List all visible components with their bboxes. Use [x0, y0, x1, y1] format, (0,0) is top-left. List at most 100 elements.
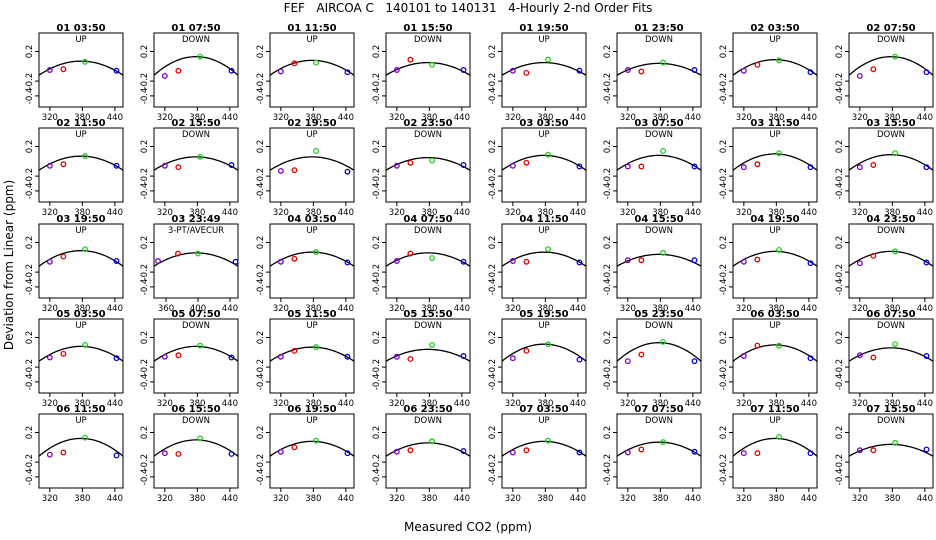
- data-point: [660, 439, 667, 446]
- data-point: [161, 72, 168, 79]
- y-tick-label: -0.2: [25, 454, 35, 471]
- data-point: [923, 259, 930, 266]
- data-point: [197, 53, 204, 60]
- panel-title: 04 11:50: [519, 214, 568, 225]
- panel-frame: [732, 318, 818, 394]
- y-tick-label: -0.2: [256, 264, 266, 281]
- data-point: [460, 353, 467, 359]
- fit-curve: [848, 56, 934, 76]
- panel-title: 03 23:49: [171, 214, 220, 225]
- y-tick-label: -0.2: [603, 168, 613, 185]
- panel-frame: [616, 127, 702, 203]
- data-point: [776, 433, 783, 440]
- y-tick-label: -0.4: [25, 183, 35, 200]
- y-tick-label: 0.2: [603, 236, 613, 250]
- data-point: [407, 447, 414, 454]
- data-point: [892, 439, 899, 446]
- panel-label: DOWN: [877, 35, 905, 45]
- data-point: [161, 162, 168, 169]
- x-tick-label: 380: [537, 113, 553, 123]
- panel-title: 01 19:50: [519, 23, 568, 34]
- panel-frame: [38, 413, 124, 489]
- panel-label: UP: [538, 321, 549, 331]
- x-tick-label: 320: [505, 113, 521, 123]
- panel-frame: [848, 413, 934, 489]
- data-point: [313, 344, 320, 351]
- panel-title: 03 07:50: [634, 118, 683, 129]
- data-point: [776, 57, 783, 64]
- panel-label: DOWN: [645, 226, 673, 236]
- y-tick-label: -0.2: [256, 73, 266, 90]
- x-tick-label: 320: [42, 494, 58, 504]
- y-tick-label: 0.2: [256, 45, 266, 59]
- panel-title: 07 07:50: [634, 404, 683, 415]
- data-point: [228, 354, 235, 361]
- panel-label: DOWN: [877, 321, 905, 331]
- x-tick-label: 380: [189, 113, 205, 123]
- data-point: [754, 342, 761, 349]
- data-point: [161, 353, 168, 360]
- x-tick-label: 440: [685, 304, 701, 314]
- x-tick-label: 400: [190, 304, 206, 314]
- data-point: [691, 67, 698, 73]
- data-point: [175, 67, 182, 74]
- data-point: [691, 257, 698, 264]
- x-tick-label: 440: [685, 399, 701, 409]
- data-point: [754, 450, 761, 457]
- x-tick-label: 380: [652, 399, 668, 409]
- y-tick-label: -0.4: [372, 374, 382, 391]
- data-point: [277, 353, 284, 360]
- panel-frame: [38, 223, 124, 299]
- y-tick-label: 0.2: [488, 140, 498, 154]
- x-tick-label: 320: [389, 208, 405, 218]
- x-tick-label: 320: [852, 304, 868, 314]
- panel-frame: [501, 318, 587, 394]
- y-tick-label: -0.2: [256, 454, 266, 471]
- panel-title: 03 15:50: [866, 118, 915, 129]
- fit-curve: [848, 153, 934, 171]
- data-point: [624, 358, 631, 365]
- x-tick-label: 380: [768, 399, 784, 409]
- x-tick-label: 380: [305, 494, 321, 504]
- x-tick-label: 440: [685, 208, 701, 218]
- data-point: [429, 61, 436, 68]
- data-point: [277, 68, 284, 75]
- data-point: [523, 258, 530, 265]
- data-point: [429, 157, 436, 164]
- data-point: [197, 153, 204, 160]
- x-tick-label: 320: [389, 494, 405, 504]
- panel-title: 06 11:50: [56, 404, 105, 415]
- data-point: [754, 61, 761, 68]
- x-tick-label: 320: [505, 208, 521, 218]
- x-tick-label: 440: [107, 494, 123, 504]
- x-tick-label: 320: [620, 113, 636, 123]
- x-tick-label: 440: [570, 494, 586, 504]
- panel-frame: [732, 413, 818, 489]
- panel-frame: [385, 223, 471, 299]
- data-point: [46, 258, 53, 265]
- data-point: [545, 151, 552, 158]
- fit-curve: [501, 251, 587, 267]
- y-tick-label: -0.2: [719, 73, 729, 90]
- fit-curve: [38, 60, 124, 76]
- data-point: [624, 67, 631, 73]
- data-point: [923, 164, 930, 171]
- x-tick-label: 320: [42, 208, 58, 218]
- data-point: [46, 67, 53, 73]
- data-point: [393, 353, 400, 360]
- y-tick-label: -0.4: [140, 88, 150, 105]
- y-tick-label: 0.2: [603, 45, 613, 59]
- panel-label: DOWN: [182, 130, 210, 140]
- y-tick-label: 0.2: [719, 140, 729, 154]
- panel-frame: [38, 318, 124, 394]
- panel-label: UP: [306, 416, 317, 426]
- data-point: [291, 444, 298, 451]
- panel-title: 05 19:50: [519, 309, 568, 320]
